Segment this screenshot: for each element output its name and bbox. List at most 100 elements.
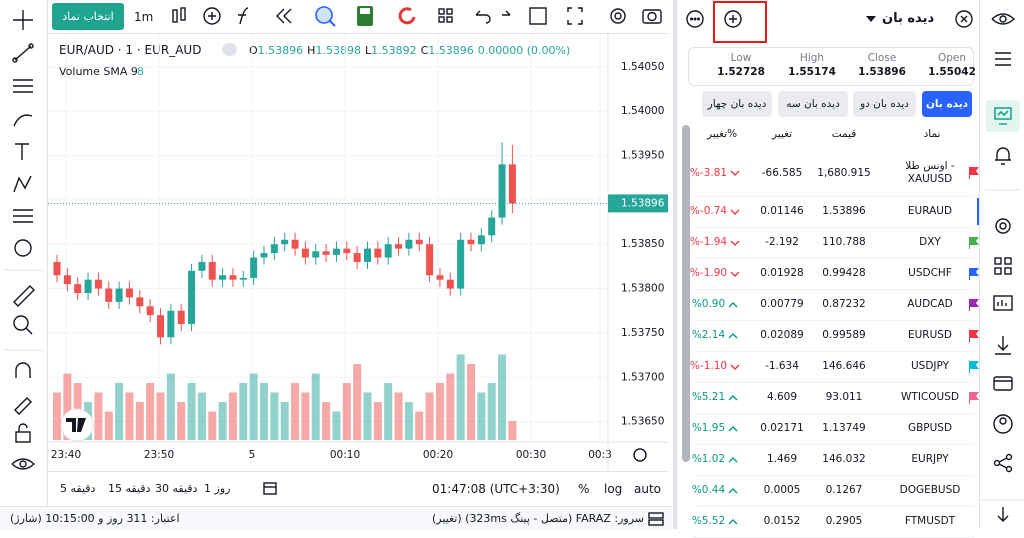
watchlist-row[interactable]: EURAUD 1.53896 0.01146 %-0.74 [690, 196, 979, 228]
rectangle-button[interactable] [529, 7, 547, 25]
column-header[interactable]: قیمت [831, 128, 857, 140]
close-button[interactable] [955, 10, 973, 28]
range-button[interactable]: 30 دقیقه [155, 482, 198, 495]
download-button[interactable] [995, 336, 1011, 355]
date-range-button[interactable] [262, 480, 278, 496]
alerts-button[interactable] [995, 147, 1011, 165]
data-window-button[interactable] [993, 295, 1013, 311]
watchlist-row[interactable]: DXY 110.788 -2.192 %-1.94 [690, 227, 979, 259]
candle-body [198, 261, 206, 271]
server-icon [648, 512, 664, 526]
watchlist-tab[interactable]: دیده بان دو [853, 91, 916, 117]
watchlist-row[interactable]: FTMUSDT 0.2905 0.0152 %5.52 [692, 506, 975, 538]
trendline-tool[interactable] [12, 43, 34, 63]
watchlist-row[interactable]: USDJPY 146.646 -1.634 %-1.10 [690, 351, 979, 383]
fx-button[interactable] [238, 7, 249, 25]
redo-button[interactable] [502, 10, 511, 16]
lock-draw-tool[interactable] [14, 397, 32, 415]
watchlist-tab[interactable]: دیده بان [922, 91, 972, 117]
text-tool[interactable] [15, 143, 29, 160]
candle-body [84, 279, 92, 293]
watchlist-row[interactable]: WTICOUSD 93.011 4.609 %5.21 [692, 382, 979, 414]
ohlc-value: 1.53892 [371, 44, 417, 57]
settings-button[interactable] [610, 8, 626, 24]
watchlist-row[interactable]: DOGEBUSD 0.1267 0.0005 %0.44 [692, 475, 975, 507]
dropdown-caret[interactable] [866, 16, 876, 22]
magnet-tool[interactable] [15, 362, 31, 378]
range-button[interactable]: 1 روز [204, 482, 231, 495]
range-button[interactable]: 5 دقیقه [60, 482, 96, 495]
add-symbol-button[interactable] [724, 10, 742, 28]
interval-button[interactable]: 1m [134, 10, 154, 24]
candle-body [467, 239, 475, 245]
candle-body [136, 297, 144, 307]
scrollbar[interactable] [682, 125, 690, 462]
axis-settings-button[interactable] [633, 448, 647, 462]
percent-toggle[interactable]: % [578, 482, 590, 496]
time-label: 23:50 [144, 449, 174, 461]
visibility-tool[interactable] [11, 458, 36, 470]
wallet-button[interactable] [993, 376, 1013, 391]
save-button[interactable] [357, 6, 373, 26]
candle-body [301, 248, 309, 258]
price-label: 1.53650 [621, 416, 664, 428]
watchlist-row[interactable]: AUDCAD 0.87232 0.00779 %0.90 [692, 289, 979, 321]
column-header[interactable]: تغییر% [706, 128, 738, 140]
server-status[interactable]: سرور: FARAZ (متصل - پینگ 323ms) (تغییر) [431, 512, 644, 525]
flag[interactable] [967, 329, 981, 343]
chart-style-button[interactable] [172, 7, 186, 23]
column-header[interactable]: نماد [923, 128, 941, 140]
watchlist-tab[interactable]: دیده بان چهار [702, 91, 772, 117]
watchlist-button[interactable] [994, 107, 1012, 125]
screenshot-button[interactable] [642, 9, 662, 24]
symbol-search-button[interactable]: انتخاب نماد [52, 3, 124, 30]
up-arrow [728, 332, 738, 338]
undo-button[interactable] [475, 10, 491, 24]
watchlist-row[interactable]: EURJPY 146.032 1.469 %1.02 [692, 444, 975, 476]
range-button[interactable]: 15 دقیقه [108, 482, 151, 495]
replay-button[interactable] [276, 8, 292, 24]
watchlist-title[interactable]: دیده بان [882, 11, 935, 26]
fullscreen-button[interactable] [567, 7, 583, 25]
collapse-button[interactable] [997, 507, 1009, 522]
scan-button[interactable] [315, 6, 336, 27]
time-label: 00:30 [516, 449, 546, 461]
crosshair-tool[interactable] [13, 10, 33, 30]
layouts-button[interactable] [994, 257, 1012, 275]
watchlist-row[interactable]: EURUSD 0.99589 0.02089 %2.14 [692, 320, 979, 352]
measure-tool[interactable] [13, 285, 35, 307]
watchlist-row[interactable]: USDCHF 0.99428 0.01928 %-1.90 [690, 258, 979, 290]
flag[interactable] [967, 391, 981, 405]
menu-button[interactable] [995, 52, 1011, 66]
log-toggle[interactable]: log [604, 482, 623, 496]
share-button[interactable] [993, 453, 1013, 473]
indicators-button[interactable] [203, 7, 221, 25]
price-chart: 23:40 23:50 5 00:10 00:20 00:30 00:3 1.53650 1.5… [48, 34, 668, 470]
brush-tool[interactable] [13, 114, 33, 127]
fib-tool[interactable] [13, 79, 33, 93]
candle-body [188, 270, 196, 325]
profile-button[interactable] [993, 414, 1013, 434]
auto-toggle[interactable]: auto [634, 482, 662, 496]
flag[interactable] [967, 166, 981, 180]
watchlist-row[interactable]: اونس طلا - XAUUSD 1,680.915 -66.585 %-3.81 [690, 150, 979, 197]
layout-button[interactable] [438, 8, 453, 23]
collapse-legend-button[interactable] [222, 43, 237, 56]
more-button[interactable] [686, 10, 704, 28]
flag[interactable] [967, 360, 981, 374]
watchlist-row[interactable]: GBPUSD 1.13749 0.02171 %1.95 [692, 413, 975, 445]
flag[interactable] [967, 267, 981, 281]
zoom-tool[interactable] [13, 315, 33, 335]
change-percent: %1.02 [689, 444, 741, 475]
emoji-tool[interactable] [14, 239, 32, 257]
settings-button[interactable] [995, 218, 1011, 234]
watchlist-tab[interactable]: دیده بان سه [778, 91, 848, 117]
flag[interactable] [967, 298, 981, 312]
refresh-button[interactable] [398, 7, 416, 25]
prediction-tool[interactable] [13, 209, 33, 223]
lock-tool[interactable] [15, 423, 31, 443]
flag[interactable] [967, 236, 981, 250]
eye-button[interactable] [991, 13, 1016, 25]
pattern-tool[interactable] [13, 175, 32, 193]
column-header[interactable]: تغییر [771, 128, 793, 140]
